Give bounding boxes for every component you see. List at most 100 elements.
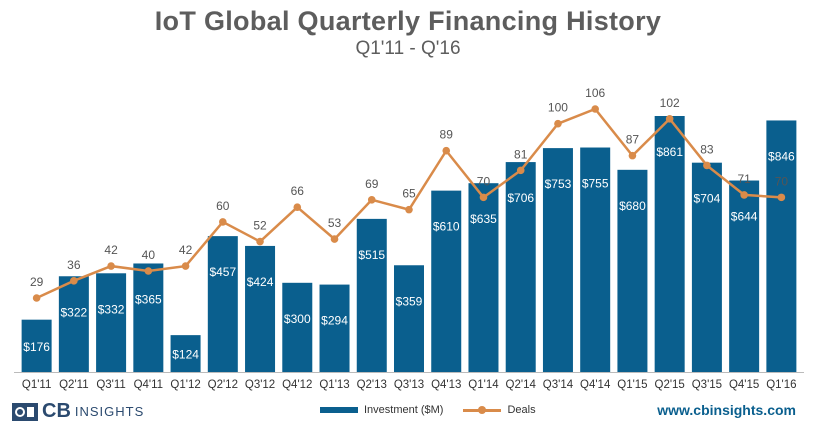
x-tick-label: Q2'15 [655,379,685,391]
deals-point [777,193,786,202]
deals-value-label: 53 [328,216,342,230]
bar-investment [170,335,201,372]
bar-value-label: $300 [284,312,311,326]
x-tick-label: Q2'14 [506,379,537,391]
deals-value-label: 70 [477,174,491,188]
bar-investment [207,236,238,372]
x-tick-label: Q4'15 [729,379,759,391]
deals-value-label: 65 [402,187,416,201]
bar-investment [245,245,276,372]
deals-value-label: 102 [660,96,680,110]
bar-investment [431,190,462,372]
cb-insights-logo: CB INSIGHTS [12,400,144,423]
bar-investment [468,183,499,372]
deals-point [330,235,339,243]
x-tick-label: Q3'14 [543,379,574,391]
deals-value-label: 52 [253,219,267,233]
deals-value-label: 71 [737,172,751,186]
deals-point [107,262,115,270]
bar-value-label: $644 [731,210,758,224]
bar-investment [654,116,685,372]
deals-value-label: 69 [365,177,379,191]
chart-title: IoT Global Quarterly Financing History [154,6,662,36]
deals-value-label: 42 [104,243,118,257]
x-tick-label: Q1'15 [617,379,647,391]
x-tick-label: Q4'14 [580,379,611,391]
x-tick-label: Q2'11 [59,379,88,391]
deals-point [628,151,637,160]
legend-item-deals: Deals [463,404,536,416]
deals-value-label: 106 [585,86,605,100]
x-tick-label: Q4'13 [431,379,461,391]
x-tick-label: Q3'12 [245,379,275,391]
cb-logo-icon [12,402,38,421]
x-tick-label: Q1'14 [468,379,499,391]
bar-value-label: $706 [507,191,534,205]
bar-value-label: $424 [247,275,274,289]
deals-value-label: 87 [626,133,640,147]
x-tick-label: Q1'12 [170,379,200,391]
legend-line-swatch [463,405,502,414]
bar-investment [766,120,797,372]
x-tick-label: Q4'11 [134,379,163,391]
bar-investment [356,218,387,372]
chart-subtitle: Q1'11 - Q'16 [355,38,461,59]
deals-point [442,146,451,155]
chart-legend: Investment ($M) Deals [320,404,556,416]
bar-investment [542,148,573,372]
deals-point [144,267,153,275]
bar-value-label: $755 [582,177,609,191]
deals-point [367,196,376,204]
deals-value-label: 81 [514,147,528,161]
bar-value-label: $359 [396,294,423,308]
bar-investment [96,273,127,372]
bar-investment [505,162,536,372]
deals-value-label: 89 [440,128,454,142]
deals-value-label: 66 [291,184,305,198]
bar-investment [580,147,611,372]
bar-value-label: $457 [209,265,236,279]
deals-point [479,193,488,202]
deals-value-label: 83 [700,142,714,156]
deals-value-label: 40 [142,248,156,262]
deals-point [703,161,711,170]
deals-point [70,277,78,285]
bar-value-label: $365 [135,292,162,306]
logo-cb-text: CB [42,400,71,422]
deals-value-label: 42 [179,243,193,257]
deals-value-label: 36 [67,258,81,272]
x-tick-label: Q1'11 [22,379,51,391]
legend-item-investment: Investment ($M) [320,404,443,416]
deals-point [516,166,525,175]
bar-investment [394,265,424,372]
deals-value-label: 29 [30,275,44,289]
bar-value-label: $294 [321,314,348,328]
x-tick-label: Q1'13 [319,379,349,391]
deals-point [665,115,674,123]
deals-point [554,119,562,128]
deals-value-label: 100 [548,101,568,115]
bar-value-label: $753 [545,177,572,191]
deals-value-label: 70 [775,174,789,188]
bar-investment [729,180,760,372]
bar-value-label: $610 [433,220,460,234]
x-tick-label: Q4'12 [282,379,312,391]
deals-point [256,237,264,246]
bar-investment [21,319,52,372]
x-tick-label: Q2'13 [357,379,387,391]
website-link[interactable]: www.cbinsights.com [657,402,796,418]
x-tick-label: Q3'15 [692,379,722,391]
deals-value-label: 60 [216,199,230,213]
bar-value-label: $861 [656,145,683,159]
deals-point [591,105,599,113]
deals-point [740,191,748,199]
bar-investment [319,284,350,372]
bar-value-label: $124 [172,348,199,362]
x-tick-label: Q3'13 [394,379,424,391]
x-tick-label: Q3'11 [96,379,125,391]
deals-point [405,205,413,214]
bar-value-label: $332 [98,302,125,316]
x-tick-label: Q2'12 [208,379,238,391]
bar-value-label: $176 [23,340,50,354]
bar-investment [58,276,89,372]
